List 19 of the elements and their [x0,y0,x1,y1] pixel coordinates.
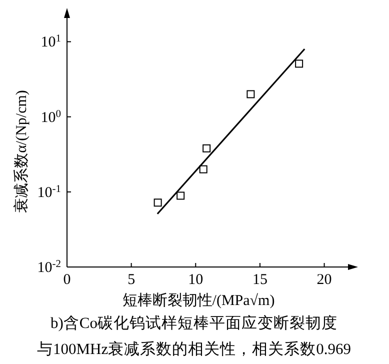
x-tick-label: 10 [188,272,204,288]
y-axis-title: 衰减系数α/(Np/cm) [13,90,30,213]
x-axis-title: 短棒断裂韧性/(MPa√m) [122,292,275,309]
x-tick-label: 15 [252,272,268,288]
point [295,60,304,68]
x-tick-label: 5 [128,272,136,288]
text: b)含Co碳化钨试样短棒平面应变断裂韧度 [50,314,338,332]
point [246,90,255,98]
point [154,198,162,207]
point [199,165,208,174]
y-tick-label: 10$^{0}$ [40,108,61,126]
point [202,144,211,152]
text: 与100MHz衰减系数的相关性，相关系数0.969 [37,340,352,358]
x-tick-label: 20 [316,272,332,288]
point [176,192,185,200]
y-tick-label: 10$^{1}$ [40,33,61,51]
y-tick-label: 10$^{-1}$ [37,183,61,201]
y-tick-label: 10$^{-2}$ [37,258,61,276]
x-tick-label: 0 [63,272,71,288]
